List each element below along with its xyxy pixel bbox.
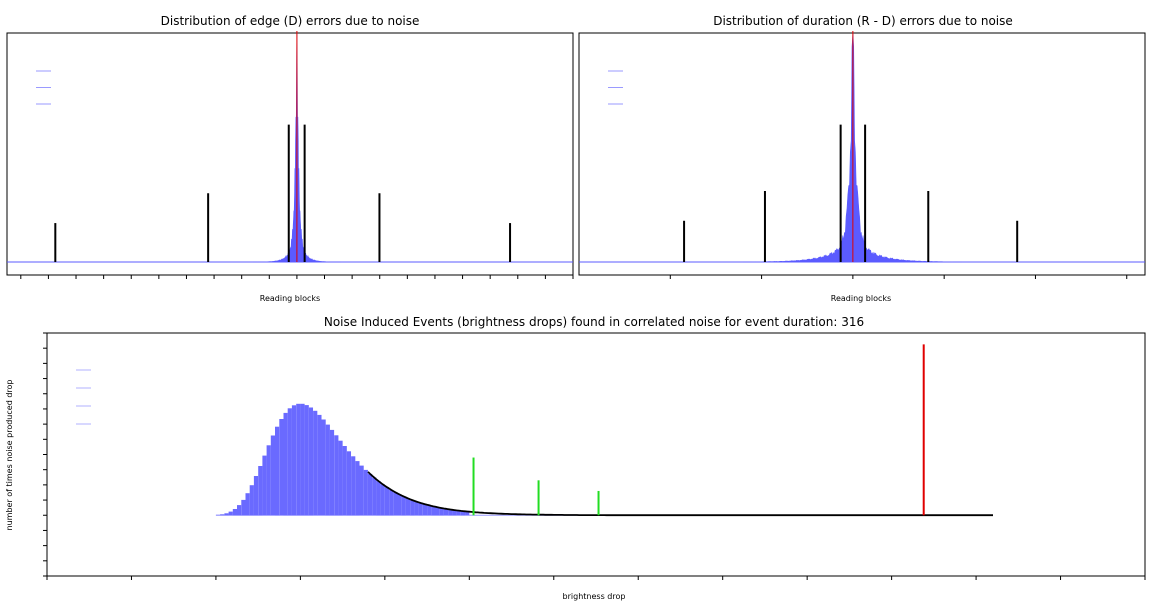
chart1-frame [6, 32, 574, 276]
histogram-bar [351, 456, 356, 516]
histogram-bar [368, 473, 373, 516]
histogram-bar [342, 446, 347, 516]
histogram-bar [262, 455, 267, 516]
histogram-bar [380, 484, 385, 516]
histogram-bar [224, 513, 229, 516]
chart3-ylabel: number of times noise produced drop [5, 380, 14, 531]
histogram-bar [346, 451, 352, 516]
histogram-bar [237, 505, 242, 516]
histogram-bar [270, 435, 276, 516]
histogram-bar [258, 466, 263, 516]
chart3-xlabel: brightness drop [563, 592, 626, 601]
histogram-bar [232, 509, 238, 516]
histogram-bar [431, 506, 436, 516]
chart1-plot-area [7, 31, 574, 279]
histogram-bar [414, 501, 419, 516]
histogram-bar [355, 461, 360, 516]
histogram-bar [401, 496, 406, 516]
chart2-plot-area [579, 31, 1145, 279]
chart2-frame [578, 32, 1146, 276]
chart2-title: Distribution of duration (R - D) errors … [713, 14, 1013, 28]
histogram-bar [456, 510, 461, 516]
histogram-bar [245, 493, 250, 516]
histogram-bar [241, 499, 246, 516]
histogram-bar [376, 481, 381, 516]
histogram-bar [296, 403, 301, 516]
histogram-bar [283, 412, 288, 516]
histogram-bar [220, 514, 225, 516]
histogram-bar [325, 424, 330, 516]
histogram-bar [317, 414, 322, 516]
histogram-bar [287, 408, 292, 516]
histogram-bar [410, 500, 415, 516]
histogram-bar [363, 469, 368, 516]
histogram-bar [393, 492, 398, 516]
histogram-bar [338, 440, 343, 516]
histogram-bar [249, 485, 254, 516]
histogram-bar [275, 426, 280, 516]
histogram-bar [321, 419, 326, 516]
histogram-bar [304, 405, 309, 516]
histogram-bar [313, 410, 318, 516]
histogram-bar [427, 505, 432, 516]
chart2-xlabel: Reading blocks [831, 294, 891, 303]
histogram-bar [266, 445, 271, 516]
histogram-bar [372, 477, 377, 516]
histogram-bar [291, 405, 297, 516]
histogram-bar [228, 511, 233, 516]
chart3-frame [46, 332, 1146, 577]
histogram-bar [439, 508, 444, 516]
histogram-bar [422, 504, 428, 516]
histogram-bar [465, 511, 470, 516]
histogram-bar [300, 403, 305, 516]
chart1-title: Distribution of edge (D) errors due to n… [161, 14, 420, 28]
histogram-bar [334, 435, 339, 516]
histogram-bar [435, 507, 440, 516]
gumbel-fit-curve [367, 471, 993, 517]
histogram-bar [253, 476, 259, 516]
histogram-bar [308, 407, 314, 516]
histogram-bar [397, 494, 402, 516]
histogram-bar [384, 487, 390, 516]
chart1-xlabel: Reading blocks [260, 294, 320, 303]
histogram-bar [444, 508, 449, 516]
histogram-bar [279, 419, 284, 516]
chart3-plot-area [43, 332, 1146, 580]
histogram-bar [359, 465, 364, 516]
histogram-bar [418, 503, 423, 516]
histogram-bar [406, 498, 411, 516]
chart3-title: Noise Induced Events (brightness drops) … [324, 315, 864, 329]
histogram-bar [460, 511, 466, 516]
histogram-bar [329, 429, 335, 516]
histogram-bar [389, 489, 394, 516]
histogram-bar [448, 509, 453, 516]
histogram-bar [452, 510, 457, 516]
